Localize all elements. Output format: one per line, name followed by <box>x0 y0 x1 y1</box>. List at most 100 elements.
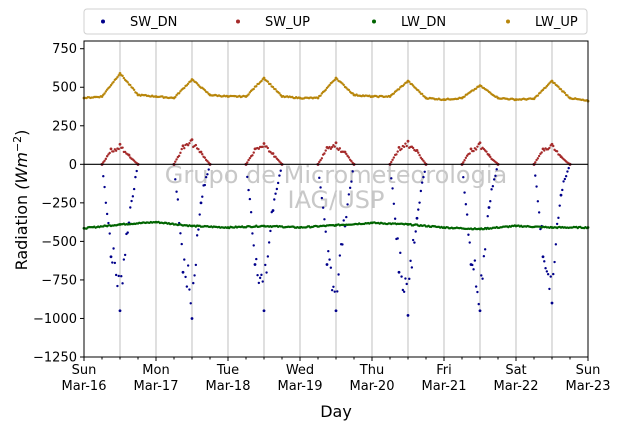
data-point <box>417 151 420 154</box>
data-point <box>329 266 333 269</box>
data-point <box>271 209 275 212</box>
data-point <box>347 88 351 92</box>
data-point <box>345 215 348 219</box>
data-point <box>122 258 126 261</box>
watermark-line-1: Grupo de Micrometeorologia <box>165 161 507 189</box>
data-point <box>118 71 122 75</box>
data-point <box>561 188 564 192</box>
data-point <box>405 144 408 148</box>
data-point <box>402 145 406 149</box>
data-point <box>319 186 322 189</box>
data-point <box>189 302 192 305</box>
data-point <box>345 152 348 156</box>
y-tick-label: −1000 <box>33 312 77 327</box>
data-point <box>248 156 252 160</box>
data-point <box>324 88 327 92</box>
data-point <box>318 160 321 164</box>
data-point <box>274 155 277 158</box>
data-point <box>183 147 186 150</box>
data-point <box>174 178 177 181</box>
data-point <box>271 85 275 89</box>
data-point <box>347 156 351 159</box>
data-point <box>417 208 420 211</box>
data-point <box>177 92 181 95</box>
data-point <box>482 254 486 258</box>
data-point <box>330 288 334 292</box>
legend-marker <box>236 19 240 24</box>
y-tick-label: −1250 <box>33 351 77 366</box>
data-point <box>343 150 347 154</box>
data-point <box>411 238 415 242</box>
data-point <box>118 309 122 313</box>
data-point <box>175 94 178 97</box>
data-point <box>174 160 177 163</box>
data-point <box>546 272 550 276</box>
data-point <box>255 257 258 261</box>
data-point <box>418 201 421 204</box>
x-tick-label-day: Mon <box>142 363 169 378</box>
data-point <box>185 285 189 288</box>
watermark-line-2: IAG/USP <box>287 186 384 214</box>
legend-marker <box>101 19 105 24</box>
data-point <box>103 159 106 162</box>
data-point <box>103 185 106 189</box>
data-point <box>566 94 569 97</box>
y-tick-label: −250 <box>41 196 77 211</box>
y-axis-title-unit-exponent: −2 <box>11 136 24 152</box>
data-point <box>545 270 549 273</box>
data-point <box>256 273 259 277</box>
data-point <box>275 187 279 191</box>
x-tick-label-date: Mar-21 <box>422 379 467 394</box>
data-point <box>558 204 561 207</box>
data-point <box>413 241 416 244</box>
data-point <box>404 277 407 280</box>
data-point <box>550 301 554 305</box>
data-point <box>269 229 272 233</box>
series-lw-dn <box>82 220 590 231</box>
data-point <box>132 187 136 191</box>
data-point <box>564 175 568 178</box>
data-point <box>536 200 540 203</box>
data-point <box>102 175 105 178</box>
data-point <box>278 92 281 95</box>
data-point <box>477 302 480 306</box>
data-point <box>391 187 394 190</box>
data-point <box>116 284 119 288</box>
data-point <box>566 170 569 173</box>
data-point <box>103 92 106 95</box>
data-point <box>109 255 113 259</box>
data-point <box>406 313 410 317</box>
data-point <box>120 274 123 278</box>
data-point <box>333 290 336 293</box>
x-axis-ticks: SunMar-16MonMar-17TueMar-18WedMar-19ThuM… <box>62 357 610 394</box>
data-point <box>393 217 397 220</box>
data-point <box>199 150 203 154</box>
data-point <box>316 96 320 100</box>
data-point <box>177 154 181 158</box>
legend-label: LW_DN <box>401 15 446 30</box>
data-point <box>180 242 183 246</box>
data-point <box>396 150 399 153</box>
data-point <box>550 142 554 146</box>
data-point <box>176 198 180 201</box>
data-point <box>471 263 474 267</box>
data-point <box>480 274 483 277</box>
legend: SW_DN SW_UP LW_DN LW_UP <box>83 8 588 35</box>
data-point <box>257 281 261 285</box>
x-tick-label-date: Mar-19 <box>278 379 323 394</box>
data-point <box>472 268 475 271</box>
data-point <box>559 193 563 197</box>
data-point <box>548 146 551 150</box>
data-point <box>321 206 325 209</box>
data-point <box>107 221 110 225</box>
y-tick-label: 500 <box>52 81 77 96</box>
data-point <box>422 175 425 179</box>
data-point <box>179 151 182 155</box>
data-point <box>397 88 401 91</box>
data-point <box>411 84 415 87</box>
data-point <box>463 159 466 162</box>
x-tick-label-date: Mar-16 <box>62 379 107 394</box>
data-point <box>333 145 336 148</box>
data-point <box>544 267 547 270</box>
data-point <box>408 277 411 281</box>
